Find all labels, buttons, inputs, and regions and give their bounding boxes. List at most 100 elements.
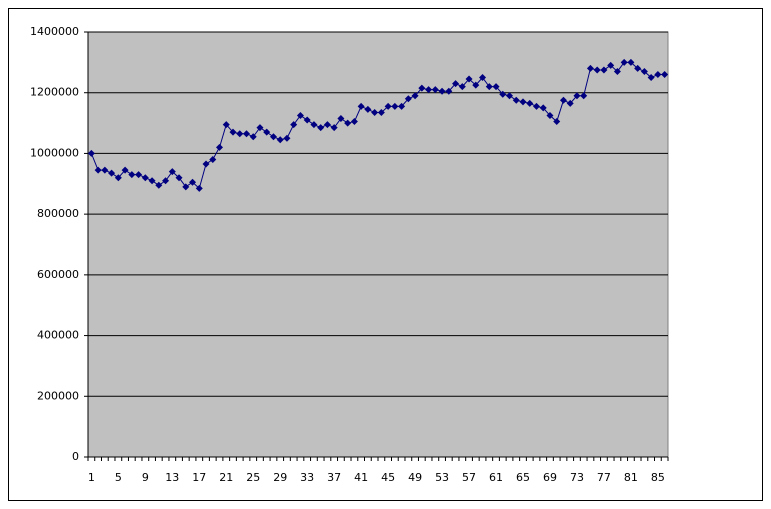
data-point <box>290 121 298 129</box>
data-point <box>600 66 608 74</box>
y-tick-label: 800000 <box>37 207 79 220</box>
data-point <box>323 121 331 129</box>
data-point <box>512 96 520 104</box>
data-point <box>263 128 271 136</box>
data-point <box>364 105 372 113</box>
data-point <box>499 90 507 98</box>
data-point <box>566 99 574 107</box>
data-point <box>162 177 170 185</box>
data-point <box>452 80 460 88</box>
data-point <box>242 130 250 138</box>
data-point <box>94 166 102 174</box>
data-point <box>108 169 116 177</box>
data-point <box>532 102 540 110</box>
data-point <box>573 92 581 100</box>
data-point <box>472 81 480 89</box>
data-point <box>553 118 561 126</box>
data-point <box>425 86 433 94</box>
data-point <box>175 174 183 182</box>
data-point <box>506 92 514 100</box>
data-point <box>492 83 500 91</box>
data-point <box>546 111 554 119</box>
data-point <box>135 171 143 179</box>
data-point <box>303 116 311 124</box>
data-point <box>593 66 601 74</box>
data-point <box>141 174 149 182</box>
data-point <box>350 118 358 126</box>
data-point <box>209 156 217 163</box>
y-tick-label: 600000 <box>37 268 79 281</box>
data-point <box>391 102 399 110</box>
data-point <box>613 67 621 75</box>
x-tick-label: 9 <box>142 471 149 484</box>
data-point <box>236 130 244 138</box>
data-point <box>485 83 493 91</box>
data-point <box>647 74 655 82</box>
data-point <box>539 104 547 112</box>
x-tick-label: 25 <box>246 471 260 484</box>
data-point <box>398 102 406 110</box>
x-tick-label: 65 <box>516 471 530 484</box>
y-tick-label: 1000000 <box>30 146 79 159</box>
data-point <box>357 102 365 110</box>
x-tick-label: 17 <box>192 471 206 484</box>
data-point <box>640 67 648 75</box>
x-tick-label: 73 <box>570 471 584 484</box>
data-point <box>479 74 487 82</box>
data-point <box>404 95 412 103</box>
data-point <box>586 64 594 72</box>
data-point <box>526 99 534 107</box>
data-point <box>276 136 284 144</box>
y-tick-label: 1400000 <box>30 25 79 38</box>
x-tick-label: 81 <box>624 471 638 484</box>
x-tick-label: 1 <box>88 471 95 484</box>
data-point <box>87 149 95 157</box>
data-point <box>121 166 129 174</box>
data-point <box>128 171 136 179</box>
x-tick-label: 57 <box>462 471 476 484</box>
data-point <box>182 183 190 191</box>
x-tick-label: 33 <box>300 471 314 484</box>
x-tick-label: 45 <box>381 471 395 484</box>
data-point <box>607 61 615 69</box>
y-tick-label: 200000 <box>37 389 79 402</box>
data-point <box>384 102 392 110</box>
data-point <box>344 119 352 127</box>
data-point <box>465 75 473 83</box>
data-point <box>148 177 156 185</box>
y-tick-label: 0 <box>72 450 79 463</box>
data-point <box>101 166 109 174</box>
data-point <box>330 124 338 132</box>
data-point <box>627 58 635 66</box>
data-point <box>195 184 203 192</box>
data-point <box>438 87 446 95</box>
data-point <box>283 134 291 142</box>
data-point <box>418 84 426 92</box>
x-tick-label: 61 <box>489 471 503 484</box>
data-point <box>661 71 669 78</box>
data-point <box>216 143 224 151</box>
data-point <box>296 111 304 119</box>
x-tick-label: 29 <box>273 471 287 484</box>
data-point <box>256 124 264 132</box>
data-point <box>249 133 257 141</box>
data-point <box>189 178 197 186</box>
data-point <box>620 58 628 66</box>
data-point <box>634 64 642 72</box>
x-tick-label: 85 <box>651 471 665 484</box>
x-tick-label: 41 <box>354 471 368 484</box>
data-point <box>445 87 453 95</box>
data-point <box>371 108 379 116</box>
x-tick-label: 37 <box>327 471 341 484</box>
y-tick-label: 1200000 <box>30 86 79 99</box>
data-point <box>202 160 210 168</box>
data-point <box>654 71 662 78</box>
data-point <box>431 86 439 94</box>
data-point <box>580 92 588 100</box>
x-tick-label: 21 <box>219 471 233 484</box>
data-point <box>519 98 527 106</box>
data-point <box>317 124 325 132</box>
data-point <box>168 168 176 176</box>
x-tick-label: 77 <box>597 471 611 484</box>
